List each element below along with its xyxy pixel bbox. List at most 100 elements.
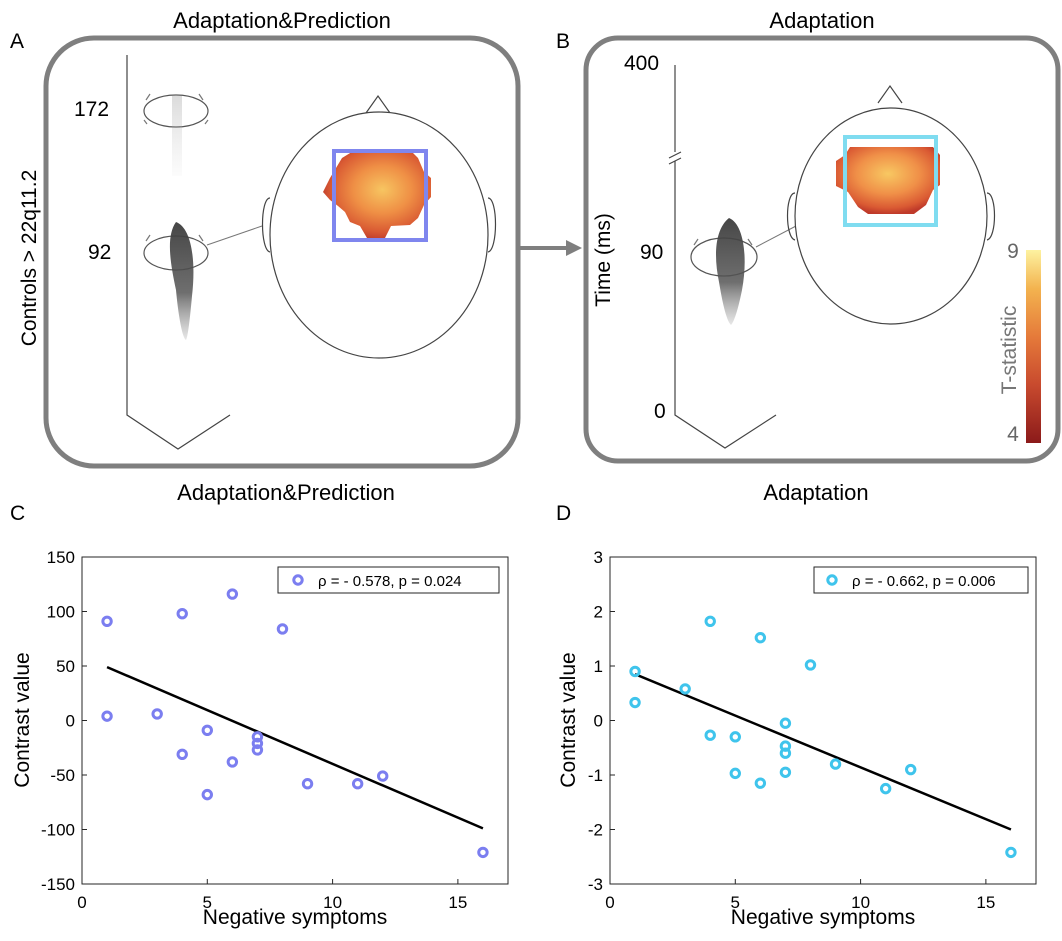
chart-c-point bbox=[251, 744, 264, 756]
panel-a-scalp-map bbox=[261, 94, 497, 359]
chart-c-legend-marker bbox=[292, 574, 304, 586]
chart-d-xlabel: Negative symptoms bbox=[731, 906, 915, 929]
chart-d-point bbox=[679, 683, 691, 695]
panel-arrow bbox=[518, 240, 582, 256]
chart-d-y-tick-label: -2 bbox=[588, 821, 603, 840]
panel-b-letter: B bbox=[556, 30, 570, 53]
colorbar: 9 4 T-statistic bbox=[998, 240, 1041, 446]
chart-d-y-tick-label: 1 bbox=[594, 657, 603, 676]
chart-d-y-tick-label: 3 bbox=[594, 548, 603, 567]
chart-c-point bbox=[101, 710, 113, 722]
chart-d-plot-area bbox=[609, 556, 1037, 885]
chart-c-y-tick-label: 100 bbox=[47, 603, 75, 622]
chart-d-point bbox=[729, 731, 741, 743]
chart-d-y-tick-label: 0 bbox=[594, 712, 603, 731]
chart-d-y-tick-label: -1 bbox=[588, 766, 603, 785]
chart-c-point bbox=[477, 846, 489, 859]
chart-d-point bbox=[1005, 846, 1017, 859]
chart-c-point bbox=[201, 788, 213, 801]
chart-c-y-tick-label: 0 bbox=[66, 712, 75, 731]
chart-c-point bbox=[226, 756, 239, 768]
panel-a-letter: A bbox=[10, 30, 24, 53]
chart-c-fit-line bbox=[106, 665, 484, 830]
panel-a-time-label-172: 172 bbox=[74, 98, 109, 121]
panel-a-small-head-172 bbox=[143, 93, 209, 176]
chart-c-plot-area bbox=[81, 556, 509, 885]
panel-b-activation bbox=[836, 147, 940, 214]
chart-d-title: Adaptation bbox=[763, 480, 868, 505]
panel-b-right-ear bbox=[986, 192, 996, 241]
panel-a-right-ear bbox=[487, 197, 497, 253]
chart-c-point bbox=[301, 778, 314, 790]
chart-c-point bbox=[176, 607, 188, 620]
chart-d-point bbox=[704, 729, 716, 741]
chart-d-fit-line bbox=[634, 673, 1012, 831]
chart-c-point bbox=[377, 770, 389, 782]
panel-a-left-ear bbox=[261, 197, 271, 253]
chart-c-point bbox=[226, 588, 239, 600]
chart-d-legend-marker bbox=[826, 574, 838, 586]
chart-c-ylabel: Contrast value bbox=[11, 652, 34, 787]
chart-c-ticks: 0 5 10 15 150 100 50 0 -50 -100 -150 bbox=[41, 548, 467, 912]
panel-a-time-axis bbox=[126, 55, 231, 450]
colorbar-label: T-statistic bbox=[998, 306, 1021, 395]
chart-c-point bbox=[276, 623, 289, 635]
chart-c-fit-line-group bbox=[106, 665, 484, 830]
chart-d-fit-line-group bbox=[634, 673, 1012, 831]
chart-d-x-tick-label: 0 bbox=[605, 893, 614, 912]
panel-b-left-ear bbox=[786, 192, 796, 241]
chart-c-legend: ρ = - 0.578, p = 0.024 bbox=[277, 566, 500, 594]
chart-d-point bbox=[629, 696, 641, 709]
chart-d-point bbox=[629, 665, 641, 678]
chart-c-points bbox=[101, 588, 489, 859]
chart-d-legend: ρ = - 0.662, p = 0.006 bbox=[813, 566, 1029, 594]
chart-d-x-tick-label: 15 bbox=[976, 893, 995, 912]
chart-c-point bbox=[201, 724, 213, 737]
chart-c-letter: C bbox=[10, 502, 25, 525]
panel-a-roi-box bbox=[332, 149, 428, 242]
panel-b-scalp-map bbox=[786, 84, 996, 325]
chart-c-point bbox=[251, 731, 264, 743]
chart-d-legend-box bbox=[813, 566, 1029, 594]
colorbar-min-label: 4 bbox=[1007, 423, 1019, 446]
chart-c-x-tick-label: 15 bbox=[448, 893, 467, 912]
panel-a-time-label-92: 92 bbox=[88, 241, 111, 264]
panel-b-time-label-400: 400 bbox=[624, 52, 659, 75]
panel-a-activation bbox=[323, 150, 431, 238]
chart-d-point bbox=[829, 758, 842, 770]
panel-b: B Adaptation Time (ms) 400 90 0 9 4 bbox=[556, 8, 1061, 464]
chart-c-legend-box bbox=[277, 566, 500, 594]
panel-b-time-axis-lower bbox=[674, 161, 777, 449]
panel-b-time-label-0: 0 bbox=[654, 400, 666, 423]
panel-b-title: Adaptation bbox=[769, 8, 874, 33]
panel-a-small-head-92 bbox=[143, 222, 263, 340]
chart-d-legend-text: ρ = - 0.662, p = 0.006 bbox=[852, 573, 996, 590]
panel-a-title: Adaptation&Prediction bbox=[173, 8, 391, 33]
chart-d-point bbox=[779, 717, 792, 729]
chart-c-point bbox=[151, 708, 163, 720]
chart-d-ylabel: Contrast value bbox=[557, 652, 580, 787]
chart-d-points bbox=[629, 615, 1017, 859]
panel-a-nose bbox=[365, 94, 391, 114]
panel-a: A Adaptation&Prediction Controls > 22q11… bbox=[10, 8, 521, 469]
chart-d-x-tick-label: 10 bbox=[851, 893, 870, 912]
chart-d-point bbox=[779, 747, 792, 759]
chart-d-point bbox=[704, 615, 716, 628]
panel-b-roi-box bbox=[843, 135, 938, 227]
panel-b-nose bbox=[877, 84, 903, 104]
chart-c-xlabel: Negative symptoms bbox=[203, 906, 387, 929]
chart-c-title: Adaptation&Prediction bbox=[177, 480, 395, 505]
panel-b-time-label-90: 90 bbox=[640, 241, 663, 264]
chart-d-letter: D bbox=[556, 502, 571, 525]
chart-c-point bbox=[176, 748, 188, 760]
chart-c-y-tick-label: 150 bbox=[47, 548, 75, 567]
panel-a-frame bbox=[43, 35, 521, 469]
chart-c-y-tick-label: -150 bbox=[41, 875, 75, 894]
chart-d-point bbox=[754, 631, 767, 644]
colorbar-gradient bbox=[1026, 250, 1041, 443]
chart-d-y-tick-label: -3 bbox=[588, 875, 603, 894]
panel-a-ylabel: Controls > 22q11.2 bbox=[18, 170, 41, 346]
